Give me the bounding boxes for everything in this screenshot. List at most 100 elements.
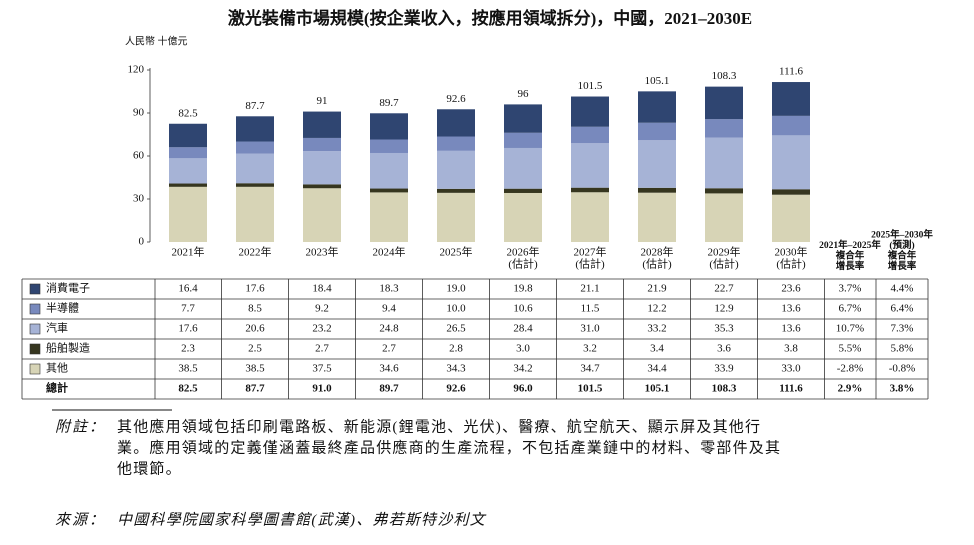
table-cell: 8.5 — [248, 303, 262, 315]
bar-segment — [571, 192, 609, 242]
table-cell: 20.6 — [245, 323, 265, 335]
bar-segment — [437, 150, 475, 189]
cagr-header: 2025年–2030年 — [871, 229, 933, 241]
bar-segment — [236, 141, 274, 154]
note-line: 業。應用領域的定義僅涵蓋最終產品供應商的生產流程，不包括產業鏈中的材料、零部件及… — [117, 438, 781, 456]
row-label: 消費電子 — [46, 281, 90, 295]
table-cell: 38.5 — [245, 363, 265, 375]
bar-segment — [504, 132, 542, 148]
table-cell: 3.8% — [890, 383, 915, 395]
table-cell: 6.7% — [839, 303, 862, 315]
table-cell: 3.6 — [717, 343, 731, 355]
cagr-header: 增長率 — [888, 260, 917, 272]
table-cell: 101.5 — [578, 383, 603, 395]
bar-segment — [504, 188, 542, 193]
table-cell: 16.4 — [178, 283, 198, 295]
table-cell: 33.2 — [647, 323, 666, 335]
table-cell: 10.7% — [836, 323, 864, 335]
y-tick-label: 0 — [139, 236, 145, 248]
table-cell: 2.3 — [181, 343, 195, 355]
table-cell: 2.8 — [449, 343, 463, 355]
bar-segment — [571, 96, 609, 127]
legend-swatch — [29, 303, 41, 315]
total-label: 101.5 — [578, 80, 603, 92]
chart-title: 激光裝備市場規模(按企業收入，按應用領域拆分)，中國，2021–2030E — [228, 8, 752, 28]
table-cell: 82.5 — [178, 383, 198, 395]
total-label: 92.6 — [446, 93, 466, 105]
table-cell: 12.9 — [714, 303, 734, 315]
cagr-header: 2021年–2025年 — [819, 239, 881, 251]
x-tick-label: 2026年 — [507, 245, 540, 259]
bar-segment — [236, 183, 274, 187]
table-cell: 111.6 — [779, 383, 803, 395]
y-tick-label: 60 — [133, 150, 145, 162]
table-cell: 105.1 — [645, 383, 670, 395]
bar-segment — [437, 192, 475, 242]
x-tick-label: 2029年 — [708, 245, 741, 259]
x-tick-label: (估計) — [575, 257, 605, 271]
x-tick-label: 2023年 — [306, 245, 339, 259]
table-cell: 10.0 — [446, 303, 466, 315]
row-label: 汽車 — [46, 321, 68, 335]
bar-segment — [437, 109, 475, 137]
table-cell: 26.5 — [446, 323, 466, 335]
x-tick-label: (估計) — [709, 257, 739, 271]
total-label: 87.7 — [245, 100, 265, 112]
cagr-header: 增長率 — [836, 260, 865, 272]
table-cell: 21.1 — [580, 283, 599, 295]
source-text: 中國科學院國家科學圖書館(武漢)、弗若斯特沙利文 — [117, 511, 487, 528]
bar-segment — [437, 188, 475, 193]
table-cell: 22.7 — [714, 283, 734, 295]
bar-segment — [772, 189, 810, 195]
unit-label: 人民幣 十億元 — [125, 34, 188, 47]
table-cell: 33.9 — [714, 363, 734, 375]
total-label: 82.5 — [178, 107, 198, 119]
cagr-header: 複合年 — [835, 250, 865, 262]
x-tick-label: 2021年 — [172, 245, 205, 259]
total-row-label: 總計 — [46, 381, 68, 395]
table-cell: 24.8 — [379, 323, 399, 335]
table-cell: 2.5 — [248, 343, 262, 355]
table-cell: 34.6 — [379, 363, 399, 375]
table-cell: 19.0 — [446, 283, 466, 295]
bar-segment — [370, 152, 408, 189]
x-tick-label: (估計) — [642, 257, 672, 271]
table-cell: 33.0 — [781, 363, 801, 375]
total-label: 89.7 — [379, 97, 399, 109]
total-label: 108.3 — [712, 70, 737, 82]
table-cell: 23.6 — [781, 283, 801, 295]
bar-segment — [638, 122, 676, 141]
total-label: 91 — [317, 95, 328, 107]
bar-segment — [370, 139, 408, 153]
table-cell: 2.7 — [382, 343, 396, 355]
table-cell: 7.3% — [891, 323, 914, 335]
table-cell: 17.6 — [178, 323, 198, 335]
table-cell: 2.7 — [315, 343, 329, 355]
bar-segment — [772, 135, 810, 190]
bar-segment — [169, 183, 207, 187]
table-cell: 23.2 — [312, 323, 331, 335]
y-tick-label: 120 — [128, 64, 145, 76]
table-cell: 96.0 — [513, 383, 533, 395]
table-cell: 92.6 — [446, 383, 466, 395]
legend-swatch — [29, 323, 41, 335]
table-cell: 28.4 — [513, 323, 533, 335]
bar-segment — [236, 116, 274, 142]
table-cell: 87.7 — [245, 383, 265, 395]
bar-segment — [638, 91, 676, 123]
table-cell: 34.3 — [446, 363, 466, 375]
bar-segment — [504, 104, 542, 133]
bar-segment — [772, 115, 810, 136]
bar-segment — [772, 82, 810, 116]
total-label: 105.1 — [645, 75, 670, 87]
bar-segment — [236, 186, 274, 242]
table-cell: 38.5 — [178, 363, 198, 375]
x-tick-label: 2030年 — [775, 245, 808, 259]
bar-segment — [705, 137, 743, 189]
table-cell: -0.8% — [889, 363, 916, 375]
legend-swatch — [29, 363, 41, 375]
table-cell: 19.8 — [513, 283, 533, 295]
cagr-header: 複合年 — [887, 250, 917, 262]
bar-segment — [169, 158, 207, 184]
